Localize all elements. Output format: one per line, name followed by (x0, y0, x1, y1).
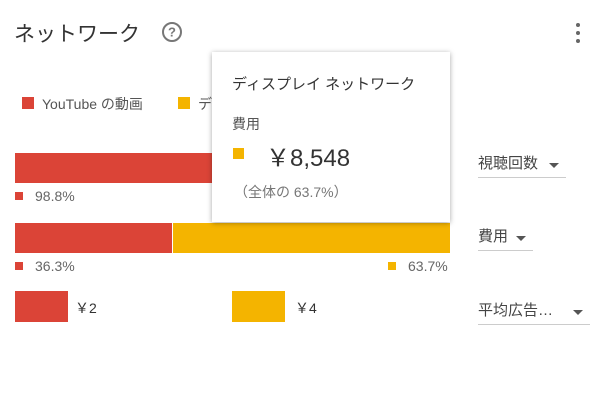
dropdown-caret (549, 163, 559, 168)
legend-swatch (178, 97, 190, 109)
metric-dropdown[interactable]: 視聴回数 (478, 153, 566, 178)
value-label: ￥4 (295, 300, 317, 316)
value-bar (232, 291, 285, 322)
share-swatch (15, 192, 23, 200)
more-menu[interactable] (572, 22, 584, 46)
svg-text:?: ? (168, 25, 176, 40)
legend-swatch (22, 97, 34, 109)
metric-dropdown[interactable]: 平均広告… (478, 300, 590, 325)
share-bar (15, 223, 172, 253)
value-bar (15, 291, 68, 322)
share-label: 63.7% (408, 258, 448, 274)
card-title: ネットワーク (14, 23, 140, 46)
tooltip-metric: 費用 (232, 116, 260, 132)
share-bar (172, 223, 450, 253)
dropdown-caret (516, 236, 526, 241)
share-swatch (388, 262, 396, 270)
help-icon[interactable]: ? (161, 21, 183, 43)
value-label: ￥2 (75, 300, 97, 316)
share-swatch (15, 262, 23, 270)
legend-label: YouTube の動画 (42, 96, 143, 112)
tooltip-value: ￥8,548 (266, 145, 351, 172)
dropdown-caret (573, 310, 583, 315)
tooltip-share: （全体の 63.7%） (234, 184, 348, 200)
tooltip-title: ディスプレイ ネットワーク (232, 76, 416, 93)
tooltip: ディスプレイ ネットワーク 費用 ￥8,548 （全体の 63.7%） (212, 52, 450, 222)
metric-dropdown[interactable]: 費用 (478, 226, 533, 251)
tooltip-swatch (233, 148, 244, 159)
share-label: 98.8% (35, 188, 75, 204)
share-label: 36.3% (35, 258, 75, 274)
